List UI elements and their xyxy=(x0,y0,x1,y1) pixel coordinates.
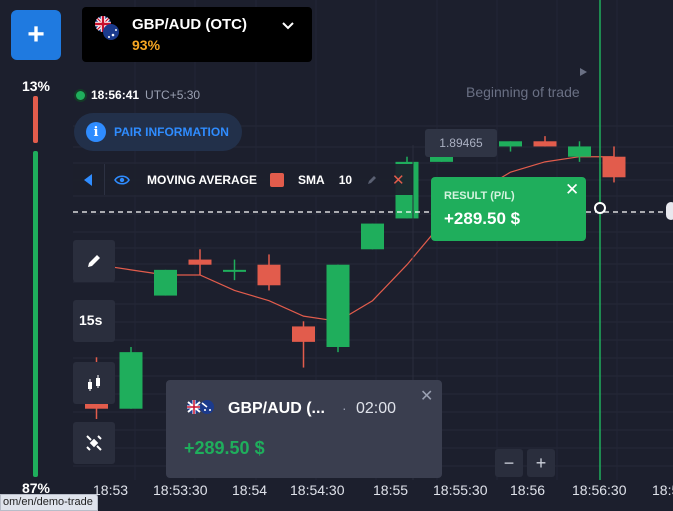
gbp-aud-flag-icon xyxy=(187,400,214,414)
toast-time: 02:00 xyxy=(356,400,397,417)
deal-marker xyxy=(594,202,606,214)
sma-line xyxy=(96,156,614,322)
server-clock: 18:56:41 UTC+5:30 xyxy=(76,88,200,102)
eye-icon[interactable] xyxy=(114,174,130,186)
toast-value: +289.50 $ xyxy=(184,438,265,458)
pair-information-button[interactable]: i PAIR INFORMATION xyxy=(74,113,242,151)
gbp-aud-flag-icon xyxy=(95,16,119,40)
up-percent: 13% xyxy=(21,78,51,94)
indicator-period: 10 xyxy=(338,172,353,187)
edit-indicator-icon[interactable] xyxy=(366,174,378,186)
candle xyxy=(568,146,591,157)
time-axis-tick: 18:53 xyxy=(93,482,129,498)
toast-pair: GBP/AUD (... xyxy=(228,400,325,417)
chevron-down-icon[interactable] xyxy=(281,19,295,33)
time-axis-tick: 18:55:30 xyxy=(433,482,488,498)
time-axis-tick: 18:56 xyxy=(510,482,546,498)
candle xyxy=(499,141,522,147)
add-chart-button[interactable]: + xyxy=(11,10,61,60)
indicator-type: SMA xyxy=(298,172,325,187)
candle xyxy=(361,223,384,250)
sentiment-up-bar xyxy=(33,151,38,477)
candle xyxy=(119,352,143,409)
collapse-arrow-icon[interactable] xyxy=(84,173,92,186)
result-value: +289.50 $ xyxy=(444,209,521,228)
close-icon[interactable]: ✕ xyxy=(420,388,434,405)
time-axis-tick: 18:53:30 xyxy=(153,482,208,498)
status-url: om/en/demo-trade xyxy=(0,494,98,511)
time-axis-tick: 18:56:30 xyxy=(572,482,627,498)
timeframe-button[interactable] xyxy=(73,300,115,342)
timeframe-label: 15s xyxy=(79,312,103,328)
scroll-handle[interactable] xyxy=(666,202,673,220)
indicator-color-swatch[interactable] xyxy=(270,172,285,187)
clock-time: 18:56:41 xyxy=(91,88,140,102)
close-icon[interactable]: ✕ xyxy=(565,180,580,199)
indicator-bar: MOVING AVERAGE SMA 10 ✕ xyxy=(73,164,413,195)
draw-tool-button[interactable] xyxy=(73,240,115,282)
candle xyxy=(188,259,212,265)
pair-name: GBP/AUD (OTC) xyxy=(132,16,247,33)
satellite-icon xyxy=(86,435,102,451)
time-axis-tick: 18:5 xyxy=(652,482,673,498)
candle xyxy=(223,269,246,272)
trade-toast: GBP/AUD (... · 02:00 +289.50 $ ✕ xyxy=(166,380,442,478)
pair-payout: 93% xyxy=(132,37,161,53)
toast-separator: · xyxy=(342,400,347,416)
candle xyxy=(326,264,350,347)
result-box: RESULT (P/L) +289.50 $ ✕ xyxy=(431,177,586,241)
sentiment-down-bar xyxy=(33,96,38,143)
status-dot-icon xyxy=(76,90,85,100)
time-axis-tick: 18:55 xyxy=(373,482,409,498)
candle xyxy=(292,326,315,342)
candle xyxy=(602,156,626,178)
candles-icon xyxy=(88,375,100,391)
time-axis-tick: 18:54:30 xyxy=(290,482,345,498)
candle xyxy=(154,269,177,296)
candle xyxy=(257,264,281,286)
pencil-icon xyxy=(88,255,100,267)
beginning-of-trade-label: Beginning of trade xyxy=(466,84,580,100)
tools-button[interactable] xyxy=(73,422,115,464)
remove-indicator-icon[interactable]: ✕ xyxy=(392,171,405,189)
indicator-name: MOVING AVERAGE xyxy=(147,172,258,187)
pair-selector[interactable]: GBP/AUD (OTC) 93% xyxy=(82,7,312,62)
candle xyxy=(533,141,557,147)
chart-type-button[interactable] xyxy=(73,362,115,404)
divider xyxy=(104,164,105,195)
zoom-out-button[interactable]: − xyxy=(495,449,523,477)
clock-timezone: UTC+5:30 xyxy=(145,88,201,102)
info-icon: i xyxy=(86,122,106,142)
down-percent: 87% xyxy=(21,480,51,496)
zoom-in-button[interactable]: + xyxy=(527,449,555,477)
price-tag: 1.89465 xyxy=(425,129,497,157)
time-axis-tick: 18:54 xyxy=(232,482,268,498)
pair-information-label: PAIR INFORMATION xyxy=(114,125,229,139)
play-icon xyxy=(580,68,587,76)
result-label: RESULT (P/L) xyxy=(444,190,515,202)
